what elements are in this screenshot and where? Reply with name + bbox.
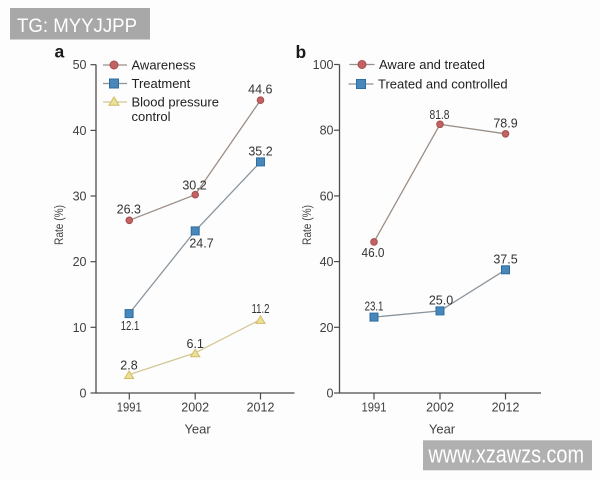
- svg-text:2.8: 2.8: [120, 359, 137, 373]
- svg-text:78.9: 78.9: [493, 116, 517, 130]
- svg-text:Rate (%): Rate (%): [54, 205, 66, 245]
- svg-text:TG: MYYJJPP: TG: MYYJJPP: [17, 16, 137, 37]
- svg-text:10: 10: [73, 321, 87, 335]
- svg-text:40: 40: [320, 255, 334, 269]
- svg-text:control: control: [132, 109, 171, 124]
- svg-text:Aware and treated: Aware and treated: [379, 57, 485, 72]
- svg-text:Awareness: Awareness: [132, 58, 197, 73]
- svg-text:a: a: [55, 42, 65, 62]
- svg-text:1991: 1991: [362, 401, 387, 415]
- svg-text:12.1: 12.1: [121, 319, 140, 333]
- svg-text:26.3: 26.3: [117, 203, 141, 217]
- svg-text:44.6: 44.6: [248, 83, 272, 97]
- svg-text:2012: 2012: [492, 401, 520, 415]
- svg-text:30: 30: [73, 190, 87, 204]
- svg-text:100: 100: [313, 58, 334, 72]
- svg-text:60: 60: [320, 189, 334, 203]
- svg-text:23.1: 23.1: [365, 299, 384, 313]
- svg-text:Year: Year: [184, 422, 211, 437]
- svg-text:Year: Year: [429, 422, 456, 437]
- svg-text:1991: 1991: [117, 401, 142, 415]
- svg-text:Treatment: Treatment: [132, 76, 191, 91]
- svg-text:35.2: 35.2: [248, 144, 272, 158]
- svg-text:2012: 2012: [247, 401, 275, 415]
- svg-text:0: 0: [327, 387, 334, 401]
- svg-text:0: 0: [80, 387, 87, 401]
- svg-text:50: 50: [73, 58, 87, 72]
- svg-text:46.0: 46.0: [362, 246, 385, 260]
- svg-text:11.2: 11.2: [252, 302, 270, 316]
- svg-text:www.xzawzs.com: www.xzawzs.com: [428, 442, 584, 469]
- svg-text:6.1: 6.1: [187, 337, 204, 351]
- svg-text:40: 40: [73, 124, 87, 138]
- svg-text:b: b: [296, 42, 307, 62]
- svg-text:24.7: 24.7: [189, 237, 213, 251]
- svg-text:2002: 2002: [181, 401, 209, 415]
- svg-text:30.2: 30.2: [182, 178, 206, 192]
- svg-text:20: 20: [73, 255, 87, 269]
- svg-text:Rate (%): Rate (%): [302, 205, 314, 245]
- svg-text:80: 80: [320, 124, 334, 138]
- svg-text:Treated and controlled: Treated and controlled: [378, 77, 508, 92]
- svg-text:Blood pressure: Blood pressure: [132, 95, 219, 110]
- svg-text:20: 20: [320, 321, 334, 335]
- svg-text:81.8: 81.8: [430, 108, 450, 122]
- svg-text:2002: 2002: [426, 401, 454, 415]
- svg-text:25.0: 25.0: [429, 294, 453, 308]
- svg-text:37.5: 37.5: [493, 252, 517, 266]
